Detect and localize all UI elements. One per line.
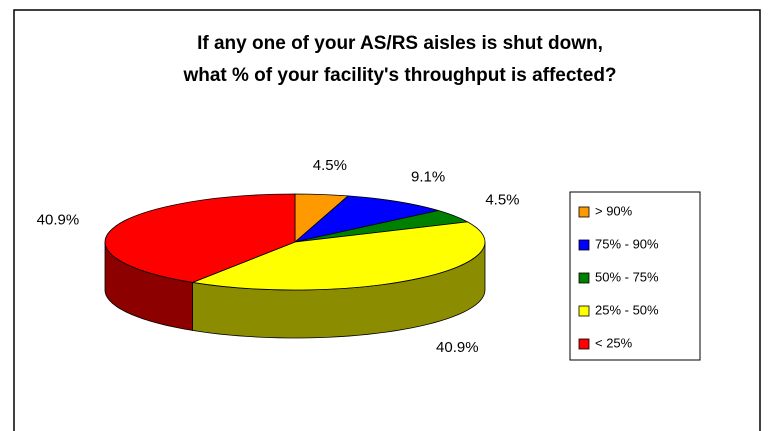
pie-slice bbox=[191, 221, 486, 291]
legend-swatch bbox=[578, 272, 590, 284]
legend-label: < 25% bbox=[595, 335, 633, 350]
legend-label: > 90% bbox=[595, 203, 633, 218]
legend-label: 75% - 90% bbox=[595, 236, 659, 251]
chart-title: what % of your facility's throughput is … bbox=[182, 65, 616, 86]
legend-swatch bbox=[578, 305, 590, 317]
legend-swatch bbox=[578, 206, 590, 218]
legend-box bbox=[569, 191, 701, 361]
data-label: 9.1% bbox=[411, 168, 445, 185]
legend-label: 25% - 50% bbox=[595, 302, 659, 317]
pie-slice bbox=[294, 195, 439, 243]
legend-swatch bbox=[578, 338, 590, 350]
pie-slice bbox=[104, 193, 296, 283]
data-label: 40.9% bbox=[37, 211, 80, 228]
chart-title: If any one of your AS/RS aisles is shut … bbox=[197, 33, 603, 54]
legend-label: 50% - 75% bbox=[595, 269, 659, 284]
legend-swatch bbox=[578, 239, 590, 251]
data-label: 4.5% bbox=[485, 191, 519, 208]
data-label: 40.9% bbox=[436, 339, 479, 356]
data-label: 4.5% bbox=[313, 157, 347, 174]
